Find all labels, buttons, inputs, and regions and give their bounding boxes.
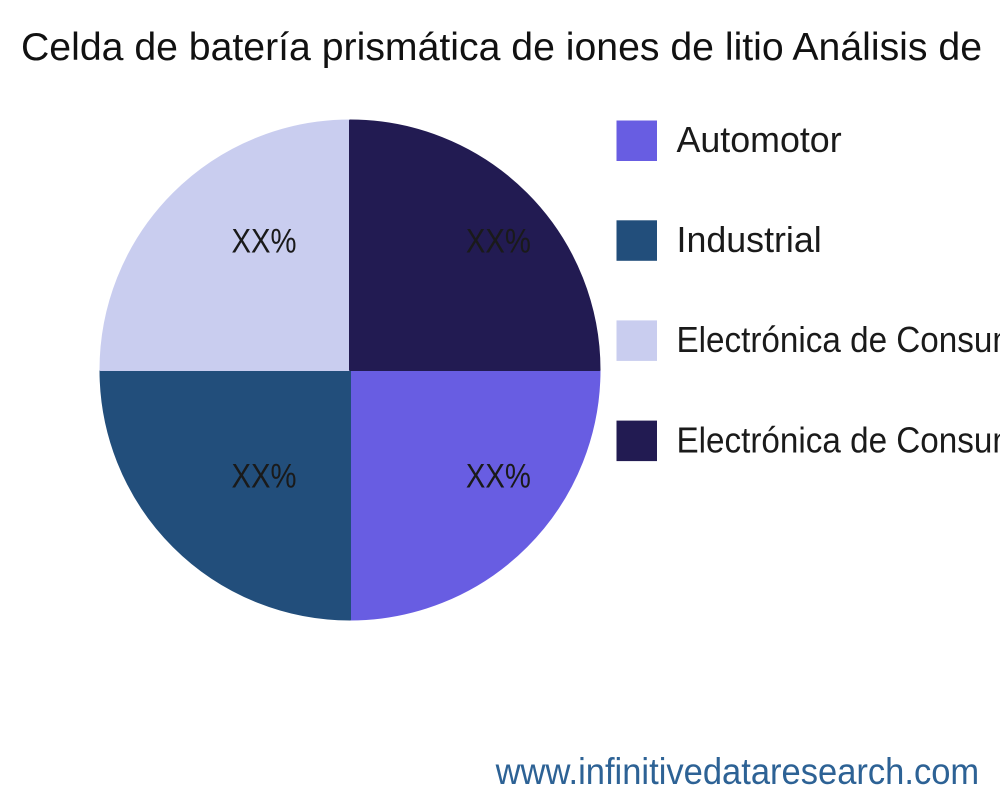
svg-text:XX%: XX% [466,458,531,496]
svg-text:Electrónica de Consumo: Electrónica de Consumo [677,320,1000,360]
svg-text:Celda de batería prismática de: Celda de batería prismática de iones de … [21,26,982,69]
svg-text:Electrónica de Consumo: Electrónica de Consumo [677,420,1000,460]
svg-text:XX%: XX% [466,223,531,261]
svg-text:Automotor: Automotor [677,120,842,160]
svg-text:XX%: XX% [232,458,297,496]
svg-text:Industrial: Industrial [677,220,822,260]
svg-text:www.infinitivedataresearch.com: www.infinitivedataresearch.com [495,751,980,792]
svg-text:XX%: XX% [232,223,297,261]
